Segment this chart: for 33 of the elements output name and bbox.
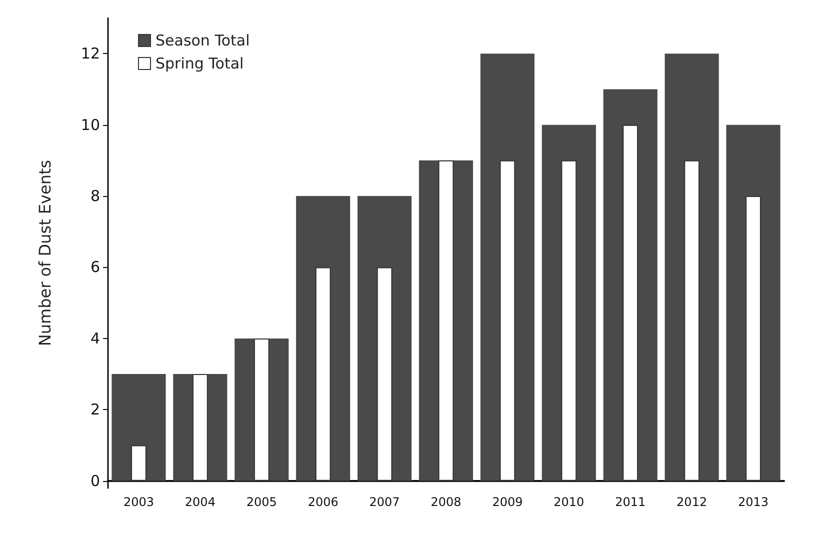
legend-label: Spring Total	[156, 54, 244, 72]
y-tick-label: 12	[80, 44, 100, 63]
y-tick-label: 4	[90, 329, 100, 348]
y-axis-title: Number of Dust Events	[36, 160, 54, 346]
y-tick-label: 0	[90, 472, 100, 490]
bar	[254, 338, 270, 481]
x-tick-label: 2012	[676, 495, 708, 509]
bar	[561, 160, 577, 481]
bar	[438, 160, 454, 481]
y-tick-label: 8	[90, 187, 100, 206]
x-tick-label: 2009	[492, 495, 523, 509]
x-tick-label: 2005	[246, 495, 277, 509]
x-tick-label: 2007	[369, 495, 400, 509]
bar	[112, 374, 166, 481]
bar	[622, 124, 638, 481]
bar	[500, 160, 516, 481]
bar	[131, 445, 146, 481]
x-tick-label: 2006	[308, 495, 338, 509]
bar	[376, 267, 392, 481]
bar	[684, 160, 700, 481]
y-tick-label: 6	[90, 258, 100, 276]
x-tick-label: 2004	[184, 495, 216, 509]
x-tick-label: 2008	[430, 495, 462, 509]
bar	[746, 196, 761, 481]
x-tick-label: 2003	[123, 495, 154, 509]
y-tick-label: 2	[90, 400, 100, 419]
y-tick-label: 10	[80, 116, 100, 134]
legend-label: Season Total	[156, 32, 250, 50]
x-tick-label: 2013	[738, 495, 769, 509]
x-tick-label: 2011	[615, 495, 646, 509]
x-tick-label: 2010	[554, 495, 584, 509]
bar	[192, 374, 208, 481]
bar	[315, 267, 331, 481]
